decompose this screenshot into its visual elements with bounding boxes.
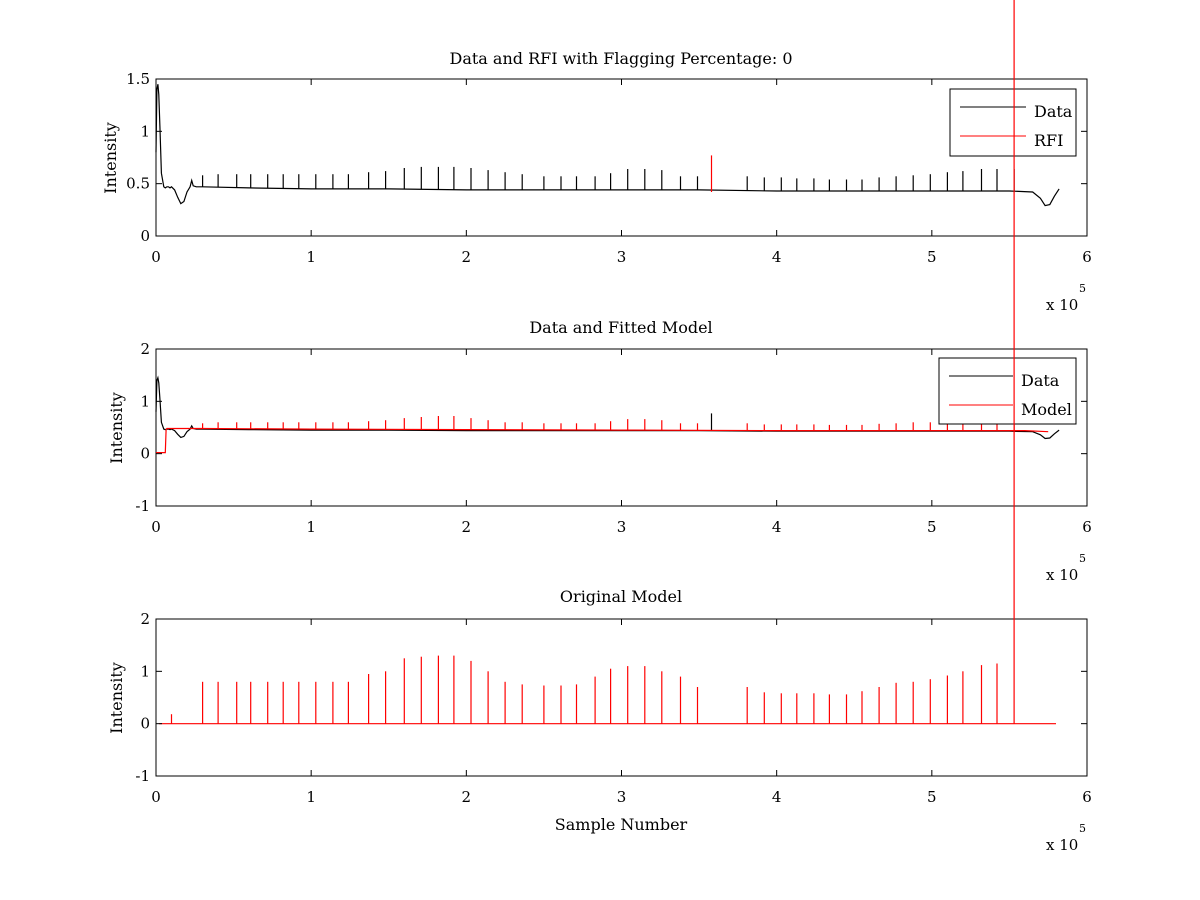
x-tick-label: 5 <box>927 248 937 266</box>
x-tick-label: 1 <box>306 248 316 266</box>
x-tick-label: 2 <box>462 248 472 266</box>
subplot-1-multiplier-prefix: x 10 <box>1046 296 1078 314</box>
y-tick-label: 1 <box>140 662 150 680</box>
legend-label-rfi: RFI <box>1034 131 1063 150</box>
subplot-3-xlabel: Sample Number <box>555 815 688 834</box>
legend-label-model: Model <box>1021 400 1072 419</box>
y-tick-label: -1 <box>135 767 150 785</box>
y-tick-label: 1 <box>140 392 150 410</box>
y-tick-label: 1 <box>140 122 150 140</box>
x-tick-label: 6 <box>1082 248 1092 266</box>
x-tick-label: 3 <box>617 788 627 806</box>
y-tick-label: 0 <box>140 445 150 463</box>
x-tick-label: 2 <box>462 518 472 536</box>
subplot-1-legend-box <box>949 88 1077 157</box>
x-tick-label: 6 <box>1082 788 1092 806</box>
subplot-rfi: Data and RFI with Flagging Percentage: 0… <box>101 49 1092 314</box>
x-tick-label: 1 <box>306 518 316 536</box>
x-tick-label: 4 <box>772 788 782 806</box>
subplot-1-title: Data and RFI with Flagging Percentage: 0 <box>449 49 792 68</box>
x-tick-label: 0 <box>151 518 161 536</box>
x-tick-label: 3 <box>617 248 627 266</box>
x-tick-label: 4 <box>772 248 782 266</box>
legend-label-data-2: Data <box>1021 371 1060 390</box>
subplot-2-axes-box <box>155 348 1088 507</box>
subplot-1-ticks: 0 1 2 3 4 5 6 0 0.5 1 1.5 <box>126 70 1092 266</box>
subplot-1-ylabel: Intensity <box>101 122 120 194</box>
subplot-2-ylabel: Intensity <box>107 392 126 464</box>
x-tick-label: 0 <box>151 788 161 806</box>
series-line-data <box>155 84 1060 207</box>
subplot-2-legend: Data Model <box>938 357 1077 425</box>
subplot-1-legend: Data RFI <box>949 88 1077 157</box>
x-tick-label: 3 <box>617 518 627 536</box>
x-tick-label: 2 <box>462 788 472 806</box>
subplot-2-multiplier: x 10 5 <box>1046 552 1086 584</box>
subplot-3-title: Original Model <box>560 587 682 606</box>
y-tick-label: 0.5 <box>126 175 150 193</box>
y-tick-label: 0 <box>140 715 150 733</box>
subplot-1-axes-box <box>155 78 1088 237</box>
subplot-1-multiplier: x 10 5 <box>1046 282 1086 314</box>
y-tick-label: -1 <box>135 497 150 515</box>
y-tick-label: 0 <box>140 227 150 245</box>
subplot-3-multiplier-prefix: x 10 <box>1046 836 1078 854</box>
subplot-1-multiplier-exponent: 5 <box>1079 282 1086 295</box>
subplot-2-multiplier-exponent: 5 <box>1079 552 1086 565</box>
subplot-1-marks <box>155 84 1060 207</box>
subplot-3-axes-box <box>155 618 1088 777</box>
x-tick-label: 4 <box>772 518 782 536</box>
subplot-3-multiplier-exponent: 5 <box>1079 822 1086 835</box>
subplot-2-legend-box <box>938 357 1077 425</box>
subplot-3-multiplier: x 10 5 <box>1046 822 1086 854</box>
subplot-3-ylabel: Intensity <box>107 662 126 734</box>
y-tick-label: 2 <box>140 340 150 358</box>
x-tick-label: 5 <box>927 518 937 536</box>
y-tick-label: 2 <box>140 610 150 628</box>
y-tick-label: 1.5 <box>126 70 150 88</box>
subplot-2-multiplier-prefix: x 10 <box>1046 566 1078 584</box>
x-tick-label: 6 <box>1082 518 1092 536</box>
legend-label-data: Data <box>1034 102 1073 121</box>
subplot-2-title: Data and Fitted Model <box>529 318 712 337</box>
x-tick-label: 5 <box>927 788 937 806</box>
x-tick-label: 0 <box>151 248 161 266</box>
subplot-3-marks <box>159 0 1056 725</box>
x-tick-label: 1 <box>306 788 316 806</box>
